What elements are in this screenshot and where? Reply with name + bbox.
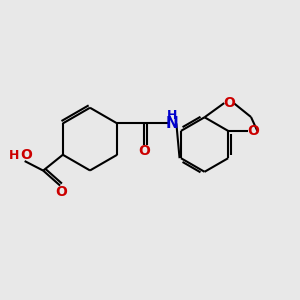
Text: O: O (56, 184, 68, 199)
Text: O: O (20, 148, 32, 162)
Text: O: O (139, 144, 150, 158)
Text: H: H (9, 148, 20, 161)
Text: O: O (224, 96, 236, 110)
Text: O: O (247, 124, 259, 138)
Text: H: H (167, 109, 177, 122)
Text: N: N (165, 116, 178, 131)
